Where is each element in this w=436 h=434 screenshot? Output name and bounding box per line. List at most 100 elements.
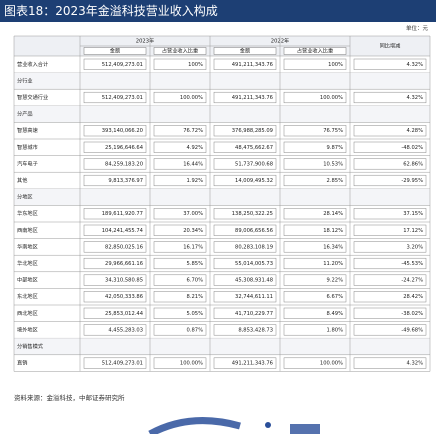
cell-box [153, 174, 207, 187]
header-year: 2023年 [136, 37, 154, 45]
cell-box [213, 324, 277, 336]
cell-box [353, 224, 427, 236]
cell-box [353, 257, 427, 270]
cell-value: -29.95% [401, 178, 423, 184]
cell-box [83, 257, 147, 270]
cell-box [213, 125, 277, 137]
cell-box [153, 208, 207, 220]
section-label: 分行业 [17, 76, 33, 84]
cell-value: 2.85% [327, 178, 344, 184]
cell-value: 4.32% [407, 62, 424, 68]
row-label: 华北地区 [17, 259, 38, 267]
cell-box [153, 307, 207, 319]
cell-value: 28.42% [403, 294, 423, 300]
cell-value: 512,409,273.01 [102, 95, 143, 101]
cell-box [283, 208, 347, 220]
cell-box [353, 58, 427, 70]
cell-box [83, 208, 147, 220]
cell-box [213, 158, 277, 170]
cell-value: 5.85% [187, 261, 204, 267]
cell-box [83, 324, 147, 336]
cell-value: 512,409,273.01 [102, 62, 143, 68]
cell-box [153, 357, 207, 369]
cell-box [153, 257, 207, 270]
cell-box [153, 241, 207, 253]
cell-box [213, 58, 277, 70]
header-box [153, 47, 207, 55]
cell-box [353, 174, 427, 187]
cell-value: 104,241,455.74 [102, 228, 144, 234]
cell-box [353, 274, 427, 286]
cell-value: 491,211,343.76 [232, 62, 273, 68]
cell-value: 25,196,646.64 [105, 145, 144, 151]
row-label: 汽车电子 [17, 159, 38, 167]
row-label: 智慧交通行业 [17, 93, 48, 101]
row-label: 智慧高速 [17, 126, 38, 134]
section-label: 分地区 [17, 193, 33, 201]
cell-value: 100.00% [180, 361, 203, 367]
cell-value: 28.14% [323, 211, 343, 217]
cell-value: 6.70% [187, 278, 204, 284]
cell-box [283, 224, 347, 236]
header-box [83, 47, 147, 55]
cell-value: 4.28% [407, 128, 424, 134]
cell-value: 1.92% [187, 178, 204, 184]
cell-box [213, 91, 277, 104]
cell-value: 9,813,376.97 [108, 178, 143, 184]
cell-value: 5.05% [187, 311, 204, 317]
cell-value: 51,737,900.68 [235, 161, 273, 167]
cell-box [83, 174, 147, 187]
cell-box [353, 324, 427, 336]
cell-value: 491,211,343.76 [232, 95, 273, 101]
cell-box [83, 141, 147, 153]
cell-value: 82,850,025.16 [105, 244, 143, 250]
cell-box [83, 125, 147, 137]
row-label: 智慧城市 [17, 143, 38, 151]
cell-box [83, 307, 147, 319]
row-label: 华东地区 [17, 209, 38, 217]
unit-label: 单位：元 [405, 26, 428, 32]
cell-value: 376,988,285.09 [232, 128, 273, 134]
cell-value: 20.34% [183, 228, 203, 234]
cell-value: 41,710,229.77 [235, 311, 273, 317]
cell-box [83, 224, 147, 236]
cell-box [283, 58, 347, 70]
row-label: 营业收入合计 [17, 60, 48, 68]
cell-box [283, 91, 347, 104]
cell-value: 100% [328, 62, 343, 68]
cell-value: 491,211,343.76 [232, 361, 273, 367]
cell-value: 393,140,066.20 [102, 128, 143, 134]
row-label: 西北地区 [17, 309, 38, 317]
cell-box [153, 141, 207, 153]
cell-value: 16.44% [183, 161, 203, 167]
section-label: 分销售模式 [17, 342, 44, 350]
cell-box [83, 274, 147, 286]
title-bar: 图表18：2023年金溢科技营业收入构成 [0, 0, 436, 22]
row-label: 其他 [17, 176, 27, 184]
cell-box [153, 125, 207, 137]
cell-value: 34,310,580.85 [105, 278, 143, 284]
cell-value: -45.53% [401, 261, 423, 267]
section-bg [14, 338, 430, 355]
cell-box [283, 125, 347, 137]
cell-value: 100.00% [180, 95, 203, 101]
cell-value: 4,455,283.03 [108, 327, 143, 333]
cell-box [83, 291, 147, 303]
cell-box [83, 91, 147, 104]
section-bg [14, 188, 430, 206]
cell-value: 8.21% [187, 294, 204, 300]
cell-value: 138,250,322.25 [232, 211, 273, 217]
cell-box [213, 357, 277, 369]
cell-box [153, 91, 207, 104]
cell-box [153, 291, 207, 303]
cell-box [83, 58, 147, 70]
cell-value: 48,475,662.67 [235, 145, 273, 151]
cell-box [353, 158, 427, 170]
cell-value: 9.22% [327, 278, 344, 284]
row-label: 华南地区 [17, 242, 38, 250]
cell-box [283, 291, 347, 303]
row-label: 东北地区 [17, 292, 38, 300]
section-label: 分产品 [17, 110, 33, 118]
